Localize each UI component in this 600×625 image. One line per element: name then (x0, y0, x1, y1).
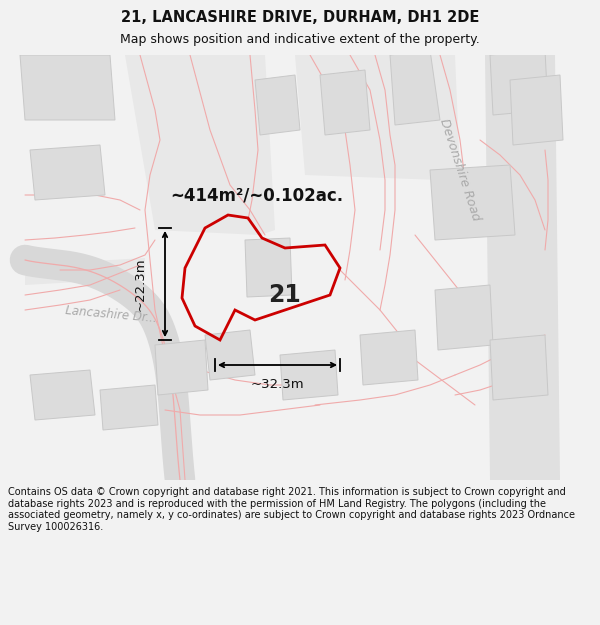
Text: Contains OS data © Crown copyright and database right 2021. This information is : Contains OS data © Crown copyright and d… (8, 487, 575, 532)
Polygon shape (30, 370, 95, 420)
Polygon shape (20, 55, 115, 120)
Polygon shape (280, 350, 338, 400)
Polygon shape (435, 285, 493, 350)
Text: ~414m²/~0.102ac.: ~414m²/~0.102ac. (170, 186, 343, 204)
Polygon shape (155, 340, 208, 395)
Polygon shape (360, 330, 418, 385)
Polygon shape (25, 258, 145, 285)
Polygon shape (30, 145, 105, 200)
Text: 21: 21 (269, 283, 301, 307)
Polygon shape (100, 385, 158, 430)
Polygon shape (255, 75, 300, 135)
Polygon shape (485, 55, 560, 480)
Polygon shape (125, 55, 275, 235)
Polygon shape (245, 238, 292, 297)
Text: ~32.3m: ~32.3m (250, 379, 304, 391)
Polygon shape (490, 335, 548, 400)
Text: Map shows position and indicative extent of the property.: Map shows position and indicative extent… (120, 32, 480, 46)
Text: ~22.3m: ~22.3m (133, 258, 146, 311)
Polygon shape (320, 70, 370, 135)
Text: 21, LANCASHIRE DRIVE, DURHAM, DH1 2DE: 21, LANCASHIRE DRIVE, DURHAM, DH1 2DE (121, 9, 479, 24)
Polygon shape (430, 165, 515, 240)
Text: Lancashire Dr...: Lancashire Dr... (65, 304, 158, 326)
Text: Devonshire Road: Devonshire Road (437, 118, 482, 222)
Polygon shape (490, 50, 548, 115)
Polygon shape (295, 55, 460, 180)
Polygon shape (390, 50, 440, 125)
Polygon shape (205, 330, 255, 380)
Polygon shape (510, 75, 563, 145)
